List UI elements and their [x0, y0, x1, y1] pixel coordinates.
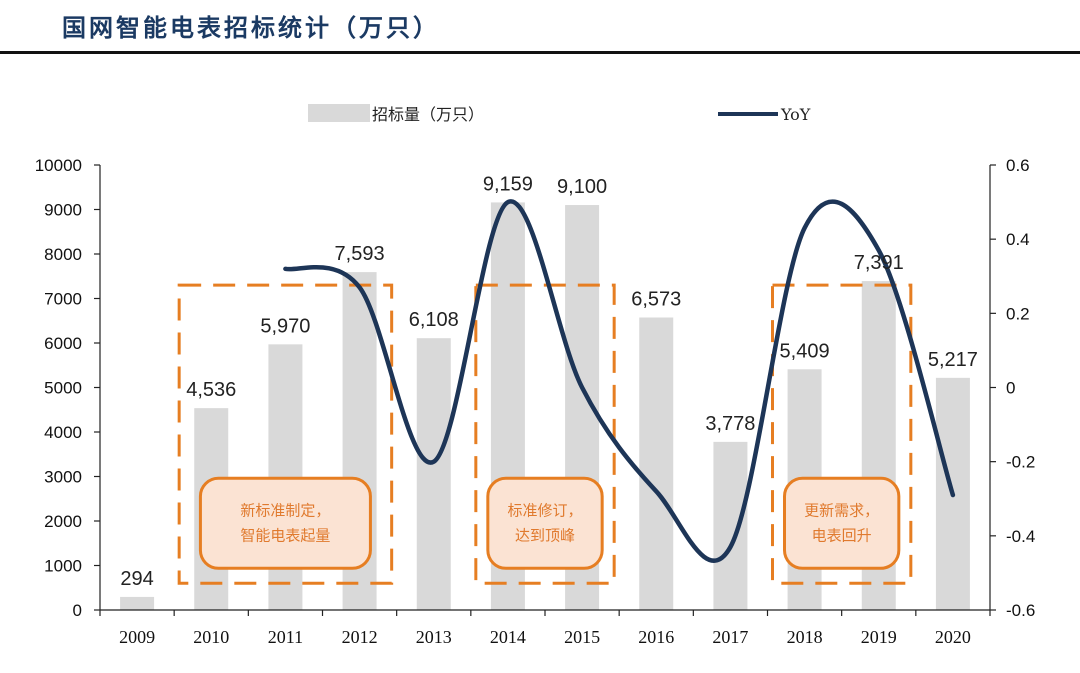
- x-tick-label: 2011: [268, 627, 303, 647]
- annotation-group: 新标准制定， 智能电表起量 标准修订， 达到顶峰 更新需求， 电表回升: [177, 283, 913, 585]
- x-tick-label: 2009: [119, 627, 155, 647]
- y-left-tick-label: 4000: [44, 423, 82, 442]
- axes: 0 1000 2000 3000 4000 5000 6000 7000 8000 9000 100…: [35, 156, 1036, 647]
- y-right-tick-label: 0.2: [1006, 304, 1030, 323]
- annotation-callout-2: [486, 476, 604, 570]
- data-label-2011: 5,970: [260, 315, 310, 337]
- x-tick-label: 2017: [712, 627, 748, 647]
- y-left-tick-label: 7000: [44, 290, 82, 309]
- x-tick-label: 2012: [342, 627, 378, 647]
- data-label-2014: 9,159: [483, 173, 533, 195]
- y-right-tick-label: -0.2: [1006, 453, 1035, 472]
- legend-line-label: YoY: [780, 105, 811, 124]
- legend-bar-swatch: [308, 104, 370, 122]
- annotation-text: 达到顶峰: [515, 526, 575, 544]
- y-left-tick-label: 3000: [44, 468, 82, 487]
- data-label-2019: 7,391: [854, 252, 904, 274]
- annotation-callout-1: [198, 476, 372, 570]
- y-left-tick-label: 5000: [44, 379, 82, 398]
- x-tick-label: 2010: [193, 627, 229, 647]
- annotation-box-1: [177, 283, 394, 585]
- y-left-tick-label: 2000: [44, 512, 82, 531]
- page-title: 国网智能电表招标统计（万只）: [62, 14, 440, 42]
- x-tick-label: 2015: [564, 627, 600, 647]
- annotation-text: 新标准制定，: [240, 501, 330, 519]
- x-tick-label: 2013: [416, 627, 452, 647]
- data-label-2009: 294: [120, 568, 153, 590]
- y-right-tick-label: 0: [1006, 379, 1015, 398]
- annotation-callout-3: [783, 476, 901, 570]
- y-left-tick-label: 8000: [44, 245, 82, 264]
- y-left-tick-label: 6000: [44, 334, 82, 353]
- data-label-2012: 7,593: [335, 243, 385, 265]
- bar-2009: [120, 596, 155, 610]
- x-tick-label: 2020: [935, 627, 971, 647]
- x-tick-label: 2018: [787, 627, 823, 647]
- data-label-2013: 6,108: [409, 309, 459, 331]
- y-left-tick-label: 9000: [44, 201, 82, 220]
- annotation-text: 更新需求，: [804, 501, 879, 519]
- annotation-text: 智能电表起量: [240, 526, 330, 544]
- bar-2013: [416, 338, 451, 610]
- y-left-tick-label: 10000: [35, 156, 82, 175]
- x-tick-label: 2019: [861, 627, 897, 647]
- x-tick-label: 2014: [490, 627, 526, 647]
- data-label-2015: 9,100: [557, 176, 607, 198]
- data-label-2016: 6,573: [631, 289, 681, 311]
- bar-2016: [639, 317, 674, 610]
- y-right-tick-label: 0.6: [1006, 156, 1030, 175]
- annotation-text: 标准修订，: [507, 501, 582, 519]
- annotation-box-3: [771, 283, 913, 585]
- annotation-text: 电表回升: [812, 526, 872, 544]
- data-labels: 294 4,536 5,970 7,593 6,108 9,159 9,100 6,573 3,…: [120, 173, 978, 589]
- legend: 招标量（万只） YoY: [308, 104, 811, 124]
- data-label-2020: 5,217: [928, 349, 978, 371]
- y-left-tick-label: 0: [73, 601, 82, 620]
- legend-bar-label: 招标量（万只）: [372, 105, 484, 124]
- data-label-2017: 3,778: [705, 413, 755, 435]
- x-tick-label: 2016: [638, 627, 674, 647]
- title-divider: [0, 51, 1080, 54]
- y-left-tick-label: 1000: [44, 557, 82, 576]
- data-label-2018: 5,409: [780, 340, 830, 362]
- y-right-tick-label: -0.4: [1006, 527, 1035, 546]
- bar-2017: [713, 441, 748, 610]
- yoy-line: [283, 199, 956, 563]
- annotation-box-2: [474, 283, 616, 585]
- y-right-tick-label: -0.6: [1006, 601, 1035, 620]
- y-right-tick-label: 0.4: [1006, 230, 1030, 249]
- data-label-2010: 4,536: [186, 379, 236, 401]
